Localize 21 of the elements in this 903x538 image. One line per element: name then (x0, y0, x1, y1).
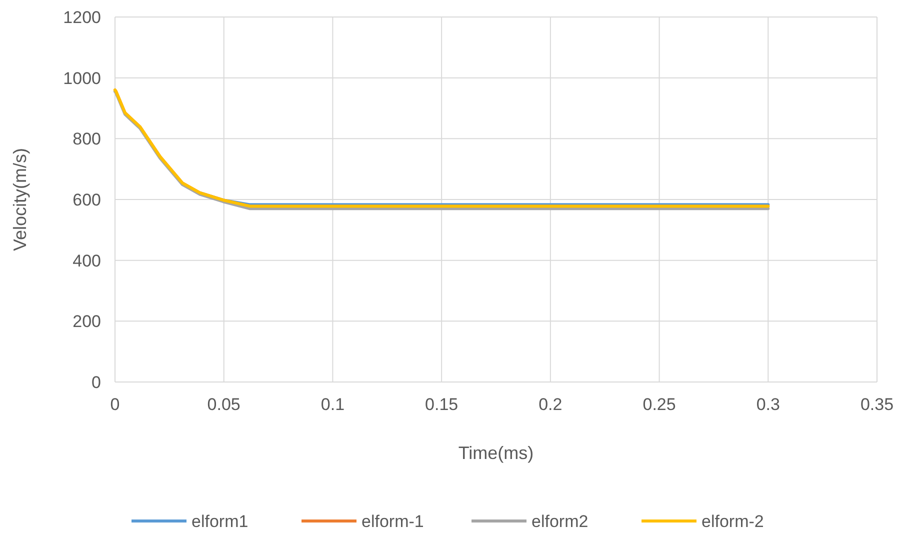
x-tick-label: 0.3 (756, 395, 780, 414)
y-tick-label: 800 (72, 130, 101, 149)
y-tick-label: 600 (72, 190, 101, 210)
legend-label: elform2 (532, 512, 588, 531)
y-tick-label: 200 (72, 312, 101, 332)
y-tick-label: 400 (72, 251, 101, 270)
x-tick-label: 0.35 (860, 395, 894, 414)
x-axis-title: Time(ms) (458, 443, 534, 463)
legend-label: elform-1 (362, 512, 424, 531)
y-tick-label: 1000 (63, 68, 101, 88)
x-tick-label: 0 (110, 395, 120, 414)
x-tick-label: 0.25 (642, 395, 676, 414)
y-tick-label: 1200 (63, 8, 101, 27)
x-tick-label: 0.05 (207, 395, 240, 414)
y-tick-label: 0 (92, 373, 101, 392)
x-tick-label: 0.15 (425, 395, 458, 414)
x-tick-label: 0.1 (320, 395, 345, 414)
legend-label: elform1 (192, 512, 248, 531)
y-axis-title: Velocity(m/s) (10, 148, 30, 252)
legend-label: elform-2 (702, 512, 764, 531)
x-tick-label: 0.2 (538, 395, 562, 414)
